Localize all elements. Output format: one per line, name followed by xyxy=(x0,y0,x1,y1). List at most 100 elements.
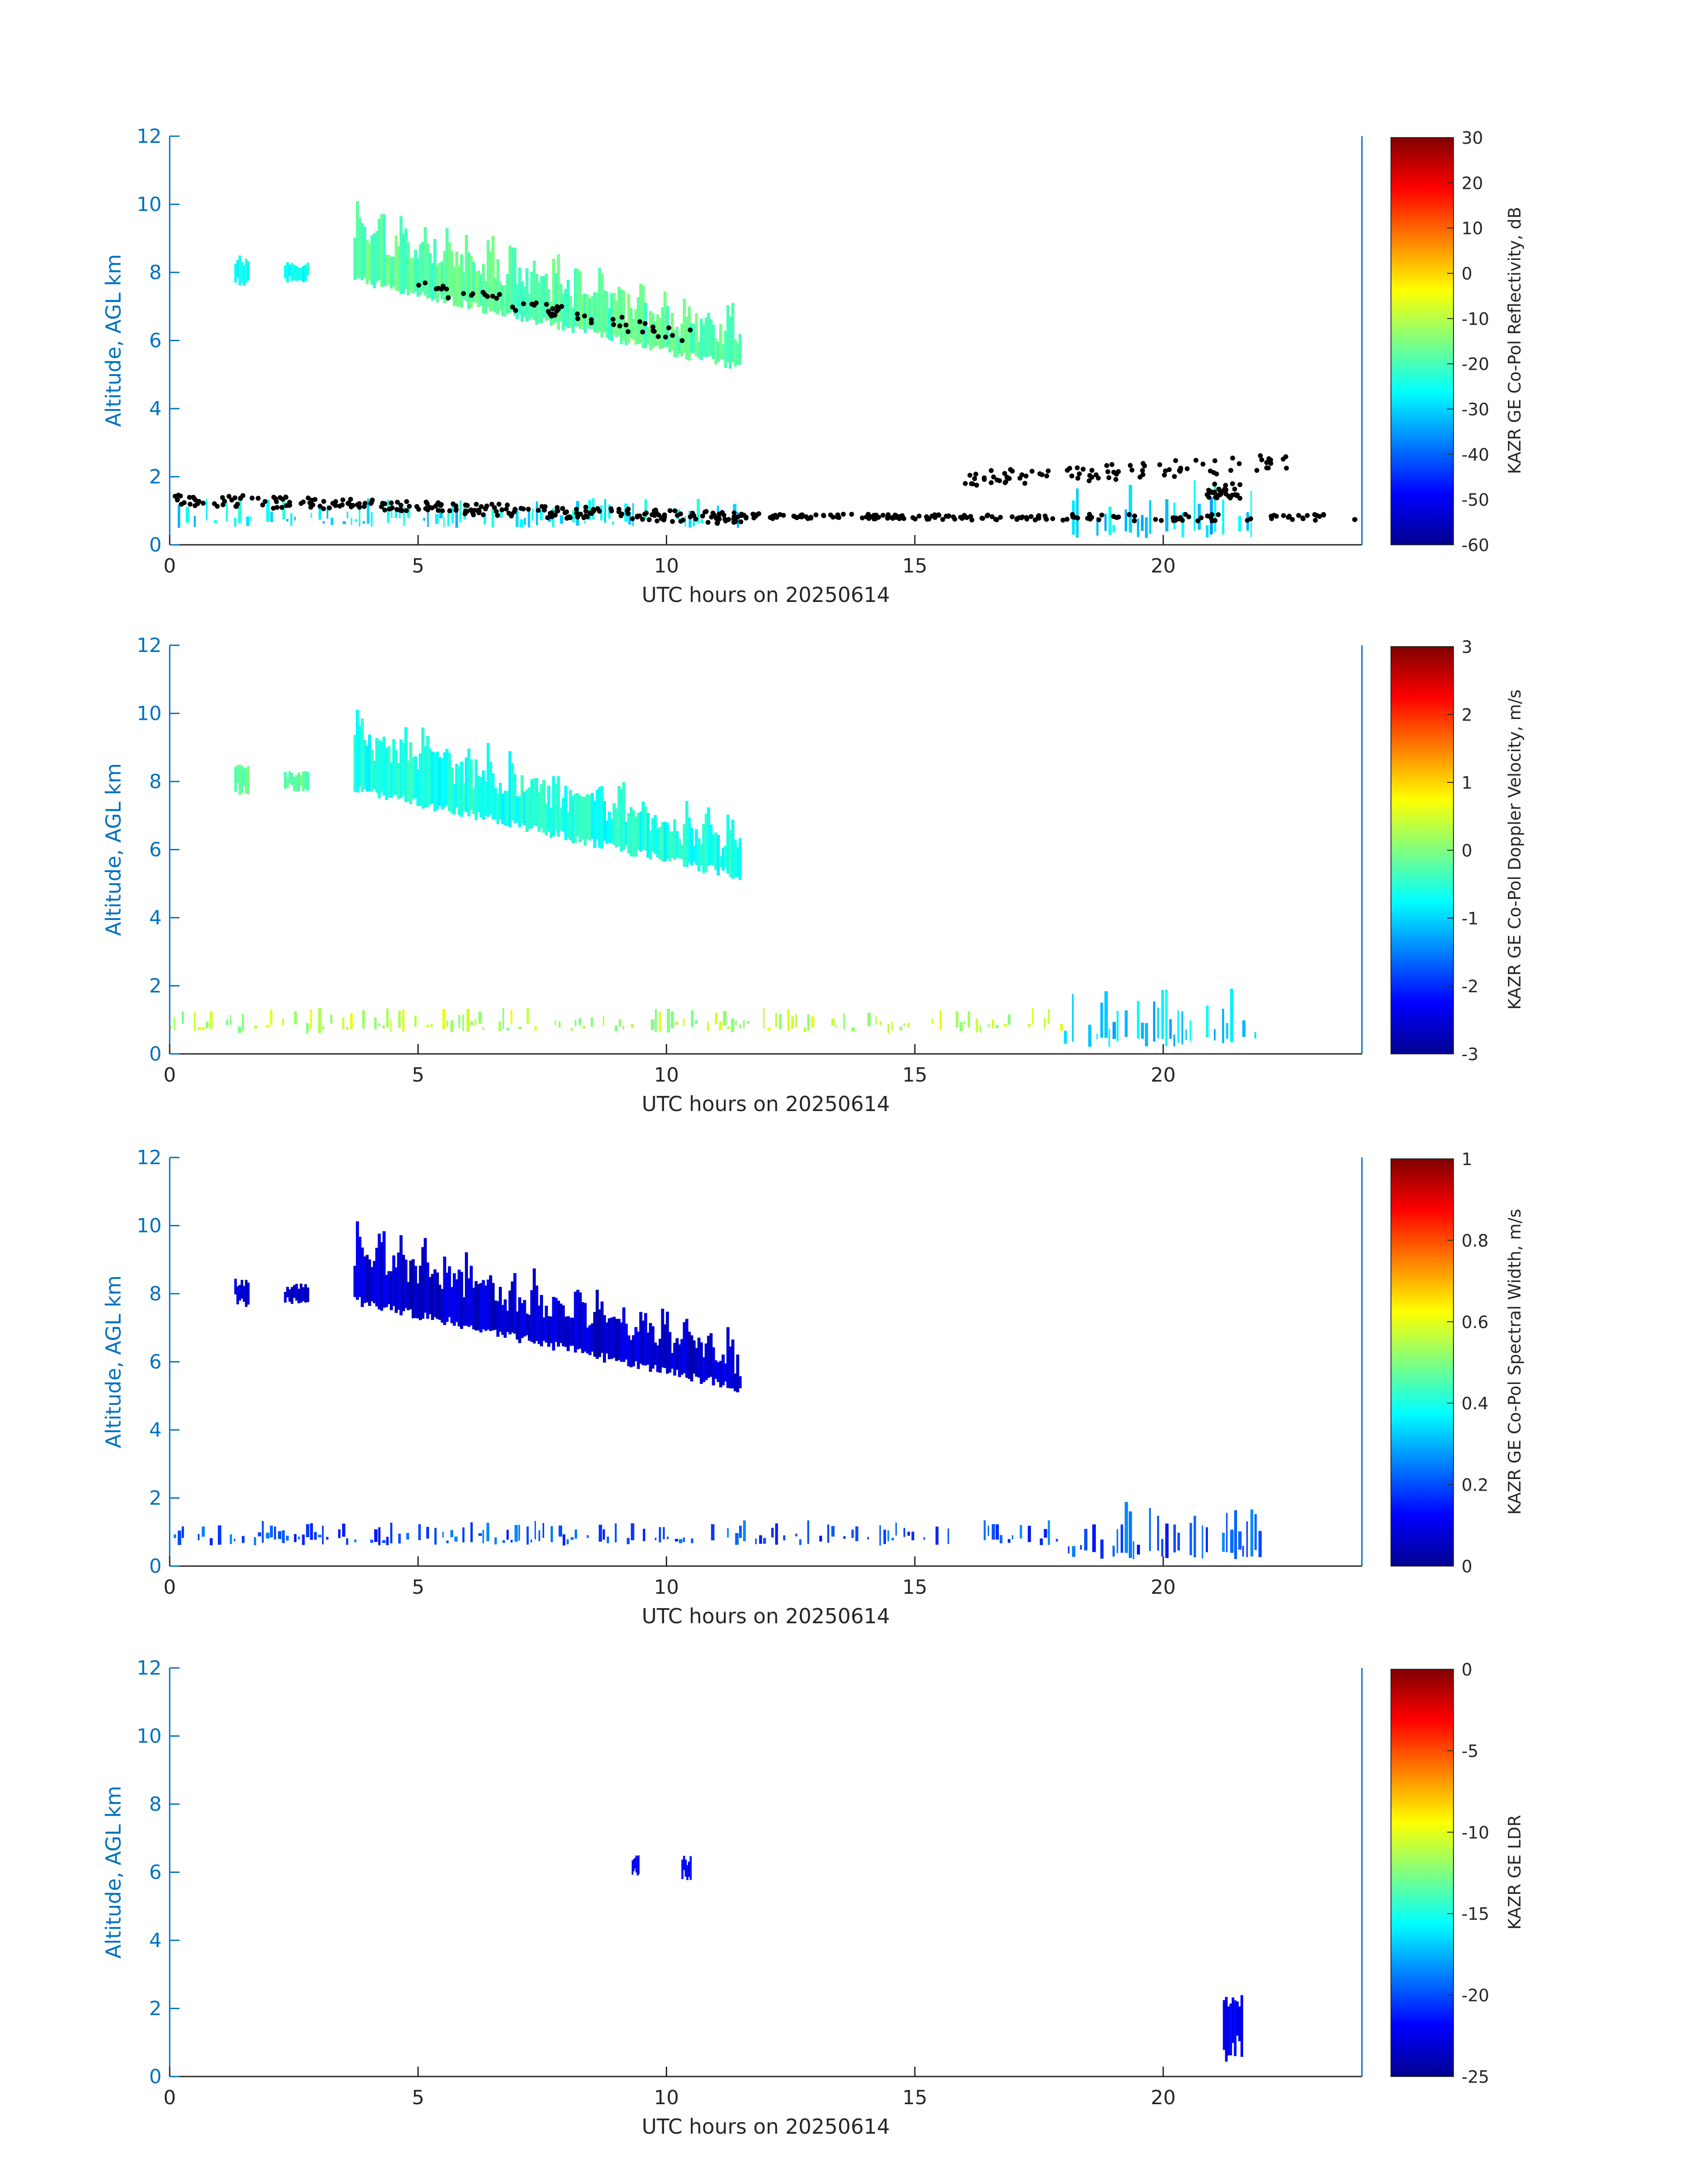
echo-column xyxy=(697,499,700,523)
cloud-base-dot xyxy=(1140,468,1145,473)
cloud-base-dot xyxy=(536,508,541,513)
echo-column xyxy=(1007,1014,1011,1025)
echo-column xyxy=(450,767,454,814)
echo-column xyxy=(688,1332,691,1379)
echo-column xyxy=(286,1287,289,1298)
echo-column xyxy=(617,786,621,846)
echo-column xyxy=(931,1019,933,1024)
echo-column xyxy=(460,1272,464,1329)
colorbar xyxy=(1391,1158,1454,1567)
x-tick-label: 15 xyxy=(902,555,927,577)
echo-column xyxy=(515,509,519,527)
echo-column xyxy=(414,250,418,292)
colorbar-tick-label: 2 xyxy=(1462,705,1472,725)
echo-column xyxy=(987,1024,990,1027)
echo-column xyxy=(530,272,534,318)
echo-column xyxy=(642,801,645,850)
echo-column xyxy=(627,294,631,344)
echo-column xyxy=(293,1285,296,1298)
echo-column xyxy=(356,201,359,278)
echo-column xyxy=(423,1238,427,1313)
echo-column xyxy=(569,296,572,328)
echo-column xyxy=(506,1311,509,1332)
cloud-base-dot xyxy=(1010,514,1015,519)
echo-column xyxy=(530,1539,532,1542)
y-tick-label: 2 xyxy=(149,466,162,489)
echo-column xyxy=(586,794,589,840)
echo-column xyxy=(612,1316,616,1358)
echo-column xyxy=(436,1272,439,1319)
echo-column xyxy=(637,813,640,850)
echo-column xyxy=(402,234,405,294)
echo-column xyxy=(940,1010,942,1030)
echo-column xyxy=(1137,518,1140,537)
echo-column xyxy=(737,512,739,528)
echo-column xyxy=(421,1247,425,1319)
cloud-base-dot xyxy=(422,280,428,286)
y-tick-label: 6 xyxy=(149,839,162,861)
echo-column xyxy=(714,1360,718,1379)
cloud-base-dot xyxy=(494,509,499,514)
y-tick-label: 2 xyxy=(149,975,162,998)
cloud-base-dot xyxy=(1185,466,1190,472)
echo-column xyxy=(482,1280,485,1329)
echo-column xyxy=(486,1523,489,1542)
echo-column xyxy=(566,811,570,838)
cloud-base-dot xyxy=(1024,517,1030,522)
echo-column xyxy=(542,1317,546,1341)
echo-column xyxy=(1206,1005,1209,1038)
echo-column xyxy=(726,1327,730,1388)
echo-column xyxy=(588,1325,592,1355)
x-tick-label: 10 xyxy=(654,1576,679,1599)
echo-column xyxy=(547,1316,551,1347)
echo-column xyxy=(306,772,309,791)
cloud-base-dot xyxy=(880,513,885,518)
echo-column xyxy=(436,264,439,303)
cloud-base-dot xyxy=(1300,516,1306,522)
cloud-base-dot xyxy=(221,502,226,507)
echo-column xyxy=(673,819,677,860)
echo-column xyxy=(879,1525,881,1546)
echo-column xyxy=(479,777,483,818)
echo-column xyxy=(675,1338,679,1370)
cloud-base-dot xyxy=(967,472,973,478)
echo-column xyxy=(668,831,672,861)
echo-column xyxy=(506,1028,509,1031)
echo-column xyxy=(552,259,555,325)
echo-column xyxy=(1206,1527,1208,1552)
echo-column xyxy=(690,323,693,353)
echo-column xyxy=(612,803,616,845)
echo-column xyxy=(234,518,237,526)
echo-column xyxy=(629,1340,633,1367)
echo-column xyxy=(496,1301,500,1337)
echo-column xyxy=(807,1014,810,1031)
echo-column xyxy=(629,308,633,338)
echo-column xyxy=(1194,1516,1196,1558)
echo-column xyxy=(390,762,393,798)
echo-column xyxy=(416,769,420,806)
cloud-base-dot xyxy=(191,495,196,501)
echo-column xyxy=(310,1009,312,1029)
echo-column xyxy=(347,512,348,518)
echo-column xyxy=(442,1009,446,1029)
echo-column xyxy=(428,253,432,298)
cloud-base-dot xyxy=(348,504,354,510)
echo-column xyxy=(763,1538,766,1544)
echo-column xyxy=(310,1523,313,1540)
y-tick-label: 6 xyxy=(149,330,162,352)
echo-column xyxy=(697,342,701,358)
echo-column xyxy=(491,773,495,819)
echo-column xyxy=(486,1279,490,1330)
echo-column xyxy=(1124,509,1128,531)
cloud-base-dot xyxy=(739,513,744,518)
echo-column xyxy=(887,1024,890,1033)
cloud-base-dot xyxy=(582,313,587,318)
echo-column xyxy=(551,1526,553,1542)
echo-column xyxy=(486,240,490,307)
cloud-base-dot xyxy=(717,511,722,517)
cloud-base-dot xyxy=(1069,473,1074,479)
echo-column xyxy=(511,763,514,820)
echo-column xyxy=(1177,1010,1179,1043)
echo-column xyxy=(649,311,652,351)
